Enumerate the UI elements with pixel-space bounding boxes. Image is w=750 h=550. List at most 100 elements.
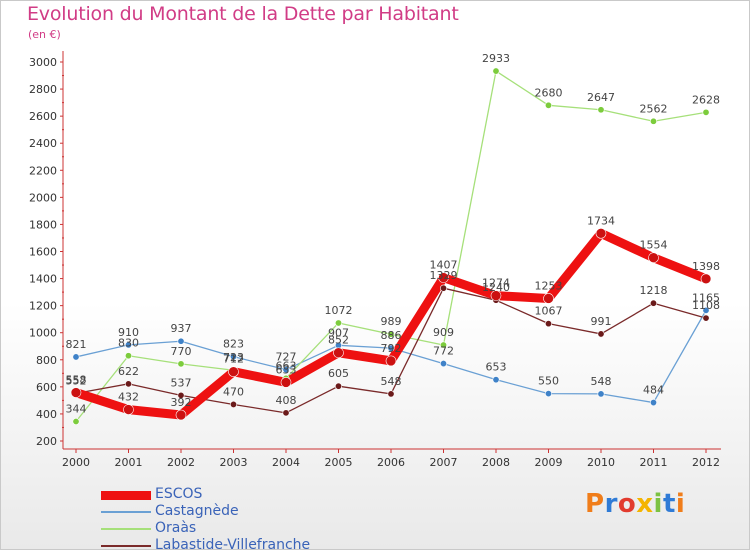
data-label: 792 [381,342,402,355]
data-point [544,320,552,328]
data-point [334,319,342,327]
data-point [597,330,605,338]
data-point [177,337,185,345]
legend-swatch [101,511,151,513]
data-point [125,352,133,360]
logo-letter: i [675,489,686,519]
data-point [439,360,447,368]
y-tick-label: 1600 [29,246,57,259]
data-point [702,314,710,322]
logo-letter: r [604,489,618,519]
data-point [177,360,185,368]
data-label: 1398 [692,260,720,273]
y-tick-label: 1000 [29,327,57,340]
data-point [175,409,187,421]
data-point [125,341,133,349]
data-point [230,400,238,408]
data-label: 550 [538,375,559,388]
data-label: 1407 [430,259,458,272]
data-point [387,344,395,352]
data-point [492,67,500,75]
data-label: 2562 [640,102,668,115]
data-label: 910 [118,326,139,339]
data-point [125,380,133,388]
data-point [597,106,605,114]
data-label: 712 [223,353,244,366]
logo-letter: o [617,489,637,519]
data-label: 1329 [430,269,458,282]
data-label: 770 [171,345,192,358]
y-tick-label: 800 [36,354,57,367]
data-point [123,404,134,415]
data-label: 622 [118,365,139,378]
data-label: 1734 [587,214,615,227]
data-point [543,293,554,304]
data-label: 1253 [535,279,563,292]
data-point [649,299,657,307]
data-point [230,353,238,361]
data-point [385,355,397,367]
data-label: 633 [276,363,297,376]
data-point [72,353,80,361]
data-label: 548 [591,375,612,388]
data-label: 1218 [640,284,668,297]
data-point [387,390,395,398]
y-tick-label: 2800 [29,83,57,96]
logo-letter: P [585,489,605,519]
x-tick-label: 2008 [482,456,510,469]
data-label: 1067 [535,305,563,318]
y-tick-label: 1800 [29,218,57,231]
data-point [702,306,710,314]
data-point [439,284,447,292]
data-label: 537 [171,376,192,389]
data-point [595,228,607,239]
legend-label: Labastide-Villefranche [155,537,311,550]
data-point [438,272,449,283]
x-tick-label: 2012 [692,456,720,469]
y-tick-label: 2200 [29,164,57,177]
legend-swatch [101,545,151,547]
data-label: 470 [223,385,244,398]
data-label: 989 [381,315,402,328]
data-point [439,341,447,349]
data-point [649,117,657,125]
data-point [648,252,659,264]
legend-label: ESCOS [155,486,203,502]
x-tick-label: 2010 [587,456,615,469]
y-tick-label: 2600 [29,110,57,123]
y-tick-label: 2000 [29,191,57,204]
data-label: 907 [328,326,349,339]
data-label: 344 [66,403,87,416]
x-tick-label: 2006 [377,456,405,469]
data-label: 2933 [482,52,510,65]
data-label: 1108 [692,299,720,312]
data-label: 432 [118,391,139,404]
data-point [492,376,500,384]
y-tick-label: 400 [36,408,57,421]
logo-letter: t [662,489,676,519]
data-label: 991 [591,315,612,328]
data-label: 605 [328,367,349,380]
chart-subtitle: (en €) [28,28,61,41]
x-tick-label: 2001 [115,456,143,469]
logo-letter: x [636,489,654,519]
data-point [280,377,292,388]
data-label: 1240 [482,281,510,294]
data-label: 1274 [482,277,510,290]
legend-label: Castagnède [155,503,239,519]
data-label: 937 [171,322,192,335]
y-tick-label: 1200 [29,300,57,313]
data-point [177,391,185,399]
data-label: 392 [171,396,192,409]
data-point [490,290,502,301]
legend-swatch [101,490,151,500]
data-label: 852 [328,334,349,347]
data-label: 484 [643,384,664,397]
data-label: 2628 [692,93,720,106]
data-point [700,273,712,285]
data-label: 886 [381,329,402,342]
data-label: 558 [66,374,87,387]
y-tick-label: 200 [36,435,57,448]
